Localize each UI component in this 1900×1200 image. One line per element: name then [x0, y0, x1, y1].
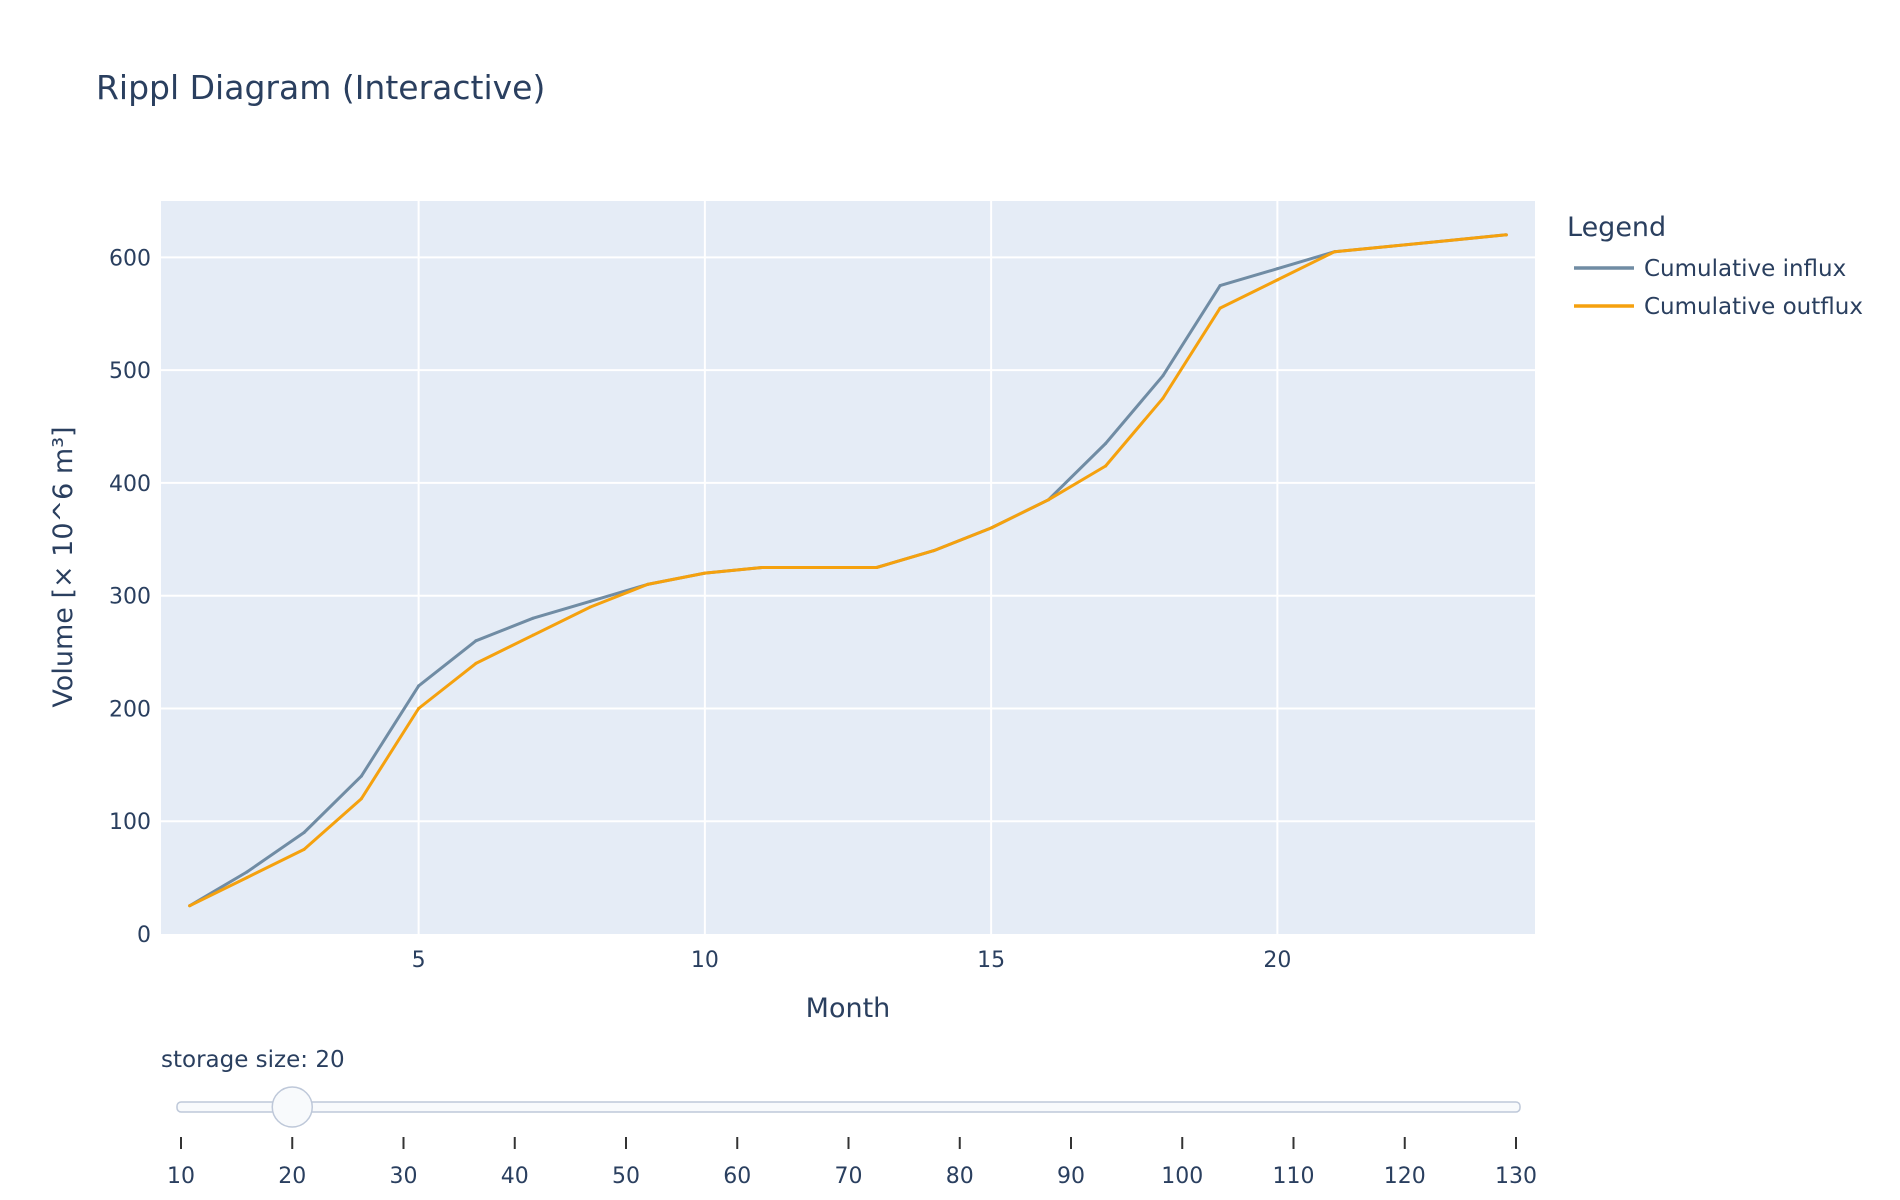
- data-point: [474, 639, 478, 643]
- data-point: [1046, 498, 1050, 502]
- data-point: [1275, 278, 1279, 282]
- grid-lines: [161, 201, 1535, 934]
- data-point: [531, 616, 535, 620]
- y-axis-label: Volume [× 10^6 m³]: [48, 426, 79, 707]
- slider-tick-label: 70: [835, 1164, 863, 1189]
- slider-tick-label: 60: [723, 1164, 751, 1189]
- legend-label: Cumulative outflux: [1644, 294, 1863, 320]
- data-point: [417, 706, 421, 710]
- slider-handle[interactable]: [271, 1086, 313, 1128]
- x-axis-ticks: 5 10 15 20: [412, 948, 1292, 973]
- y-tick-label: 500: [109, 359, 151, 384]
- storage-size-slider[interactable]: storage size: 20 10 20 30 40 50 60 70 80 90 100 11…: [161, 1047, 1537, 1189]
- data-point: [588, 605, 592, 609]
- legend-item[interactable]: Cumulative influx: [1574, 256, 1846, 282]
- series-cumulative-outflux: [188, 233, 1508, 908]
- slider-tick-label: 20: [278, 1164, 306, 1189]
- data-point: [646, 582, 650, 586]
- data-point: [245, 876, 249, 880]
- data-point: [1104, 441, 1108, 445]
- slider-tick-label: 50: [612, 1164, 640, 1189]
- slider-tick-label: 100: [1161, 1164, 1203, 1189]
- chart-title: Rippl Diagram (Interactive): [96, 68, 545, 107]
- legend-label: Cumulative influx: [1644, 256, 1846, 282]
- data-point: [1161, 396, 1165, 400]
- legend-item[interactable]: Cumulative outflux: [1574, 294, 1863, 320]
- y-tick-label: 200: [109, 697, 151, 722]
- slider-tick-label: 120: [1384, 1164, 1426, 1189]
- slider-tick-label: 90: [1057, 1164, 1085, 1189]
- data-point: [760, 566, 764, 569]
- data-point: [1390, 244, 1394, 248]
- x-tick-label: 20: [1263, 948, 1291, 973]
- slider-tick-label: 130: [1495, 1164, 1537, 1189]
- data-point: [1333, 250, 1337, 254]
- data-point: [359, 797, 363, 801]
- y-tick-label: 100: [109, 810, 151, 835]
- data-point: [531, 633, 535, 637]
- slider-tick-label: 40: [501, 1164, 529, 1189]
- y-tick-label: 400: [109, 472, 151, 497]
- x-tick-label: 10: [691, 948, 719, 973]
- series-line: [188, 233, 1507, 908]
- data-point: [1161, 374, 1165, 378]
- y-axis-ticks: 0 100 200 300 400 500 600: [109, 246, 151, 948]
- data-point: [817, 566, 821, 569]
- legend[interactable]: Legend Cumulative influx Cumulative outfl…: [1567, 212, 1863, 320]
- slider-ticks: 10 20 30 40 50 60 70 80 90 100 110 120 130: [167, 1137, 1537, 1189]
- slider-tick-label: 10: [167, 1164, 195, 1189]
- data-point: [188, 904, 192, 908]
- data-point: [703, 571, 707, 575]
- data-point: [1218, 306, 1222, 310]
- data-point: [932, 549, 936, 553]
- y-tick-label: 0: [137, 923, 151, 948]
- data-point: [989, 526, 993, 530]
- data-point: [1104, 464, 1108, 468]
- series-layer: [188, 233, 1508, 908]
- slider-tick-label: 80: [946, 1164, 974, 1189]
- data-point: [1218, 284, 1222, 288]
- y-tick-label: 600: [109, 246, 151, 271]
- data-point: [302, 847, 306, 851]
- legend-title: Legend: [1567, 212, 1666, 243]
- x-tick-label: 5: [412, 948, 426, 973]
- data-point: [588, 599, 592, 603]
- y-tick-label: 300: [109, 585, 151, 610]
- x-axis-label: Month: [806, 993, 891, 1024]
- data-point: [875, 566, 879, 569]
- data-point: [245, 870, 249, 874]
- data-point: [359, 774, 363, 778]
- data-point: [474, 661, 478, 665]
- slider-tick-label: 30: [390, 1164, 418, 1189]
- slider-label: storage size: 20: [161, 1047, 345, 1073]
- data-point: [302, 831, 306, 835]
- slider-track[interactable]: [176, 1101, 1521, 1113]
- data-point: [1447, 238, 1451, 242]
- data-point: [1504, 233, 1508, 237]
- data-point: [417, 684, 421, 688]
- x-tick-label: 15: [977, 948, 1005, 973]
- slider-tick-label: 110: [1273, 1164, 1315, 1189]
- data-point: [1275, 267, 1279, 271]
